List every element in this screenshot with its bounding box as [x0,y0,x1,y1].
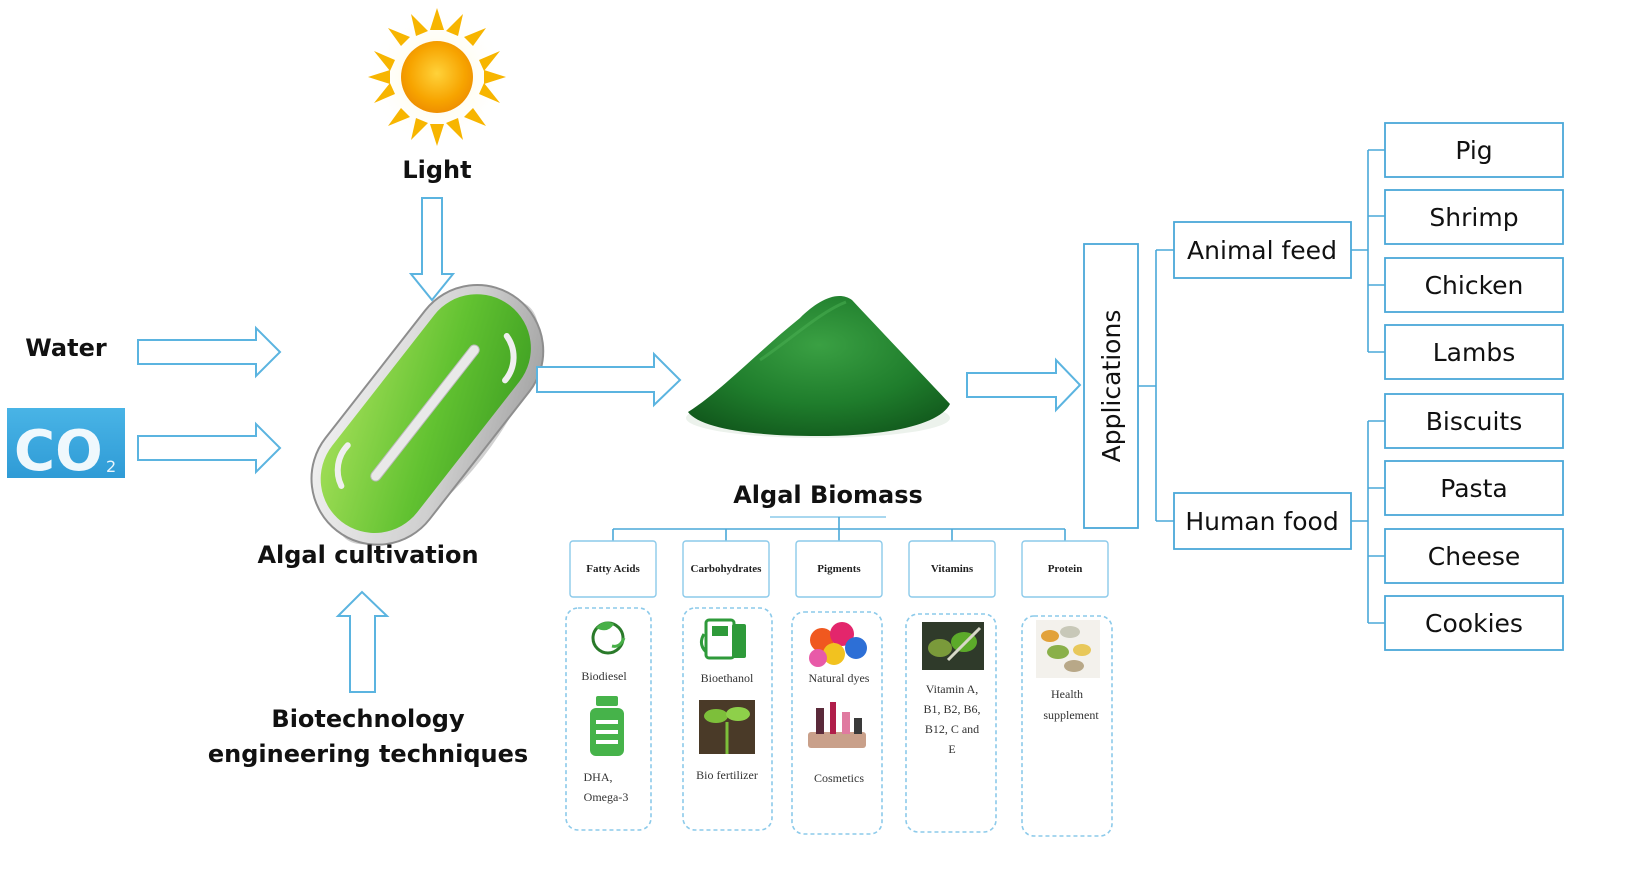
leaf-box-pig [1384,122,1564,178]
leaf-label-pasta: Pasta [1440,474,1507,503]
item-omega-3: Omega-3 [584,790,629,804]
algal-cultivation-label: Algal cultivation [257,541,478,569]
item-natural-dyes: Natural dyes [809,671,870,685]
category-fatty-acids: Fatty Acids [569,540,657,598]
leaf-label-cookies: Cookies [1425,609,1523,638]
bioethanol-pump-icon [699,618,746,660]
item-vitamin-line4: E [948,742,955,756]
applications-tree-lines [1138,249,1174,522]
human-food-tree-lines [1351,420,1385,624]
water-arrow [137,325,282,379]
item-vitamin-line2: B1, B2, B6, [923,702,980,716]
leaf-box-cheese [1384,528,1564,584]
category-pigments: Pigments [795,540,883,598]
category-title: Protein [1048,563,1083,575]
human-food-items: Biscuits Pasta Cheese Cookies [1384,393,1564,651]
co2-cloud-icon: CO 2 [7,408,125,484]
leaf-box-chicken [1384,257,1564,313]
water-label: Water [25,334,107,362]
category-title: Vitamins [931,563,974,575]
item-health: Health [1051,687,1083,701]
light-arrow [408,197,456,302]
biotech-arrow [335,590,390,693]
health-supplement-icon [1036,620,1100,678]
category-protein: Protein [1021,540,1109,598]
human-food-label: Human food [1185,507,1338,536]
dye-powder-icon [809,622,867,667]
light-label: Light [402,156,471,184]
leaf-box-cookies [1384,595,1564,651]
biodiesel-icon [591,621,626,655]
item-bio-fertilizer: Bio fertilizer [696,768,758,782]
category-carbohydrates: Carbohydrates [682,540,770,598]
biotech-label-line1: Biotechnology [271,705,465,733]
applications-box [1083,243,1139,529]
item-dha: DHA, [584,770,613,784]
algae-powder-icon [686,296,950,438]
item-bioethanol: Bioethanol [701,671,754,685]
leaf-label-pig: Pig [1455,136,1492,165]
plant-sprout-icon [699,700,755,754]
co2-arrow [137,421,282,475]
item-supplement: supplement [1043,708,1099,722]
item-cosmetics: Cosmetics [814,771,864,785]
category-title: Pigments [817,563,861,575]
leaf-box-shrimp [1384,189,1564,245]
leaf-label-chicken: Chicken [1425,271,1524,300]
raceway-pond-icon [310,284,545,546]
category-title: Carbohydrates [691,563,763,575]
cosmetics-icon [808,702,866,748]
item-vitamin-line1: Vitamin A, [926,682,979,696]
item-biodiesel: Biodiesel [581,669,627,683]
composition-tree-lines [612,517,1066,541]
applications-label: Applications [1097,310,1126,463]
animal-feed-label: Animal feed [1187,236,1337,265]
vitamin-spoon-icon [922,622,984,670]
leaf-label-lambs: Lambs [1433,338,1516,367]
item-vitamin-line3: B12, C and [925,722,979,736]
animal-feed-box [1173,221,1352,279]
animal-feed-items: Pig Shrimp Chicken Lambs [1384,122,1564,380]
biotech-label-line2: engineering techniques [208,740,528,768]
leaf-label-cheese: Cheese [1428,542,1520,571]
leaf-label-shrimp: Shrimp [1429,203,1518,232]
co2-subscript: 2 [106,457,116,476]
category-title: Fatty Acids [586,563,640,575]
human-food-box [1173,492,1352,550]
sun-icon [367,7,507,147]
algal-biomass-label: Algal Biomass [733,481,923,509]
leaf-box-pasta [1384,460,1564,516]
co2-text: CO [14,419,103,484]
pigments-items-box [791,611,883,835]
category-vitamins: Vitamins [908,540,996,598]
biomass-to-applications-arrow [966,357,1082,413]
leaf-label-biscuits: Biscuits [1426,407,1522,436]
leaf-box-biscuits [1384,393,1564,449]
animal-feed-tree-lines [1351,149,1385,353]
leaf-box-lambs [1384,324,1564,380]
supplement-bottle-icon [590,696,624,756]
cultivation-to-biomass-arrow [536,351,682,408]
